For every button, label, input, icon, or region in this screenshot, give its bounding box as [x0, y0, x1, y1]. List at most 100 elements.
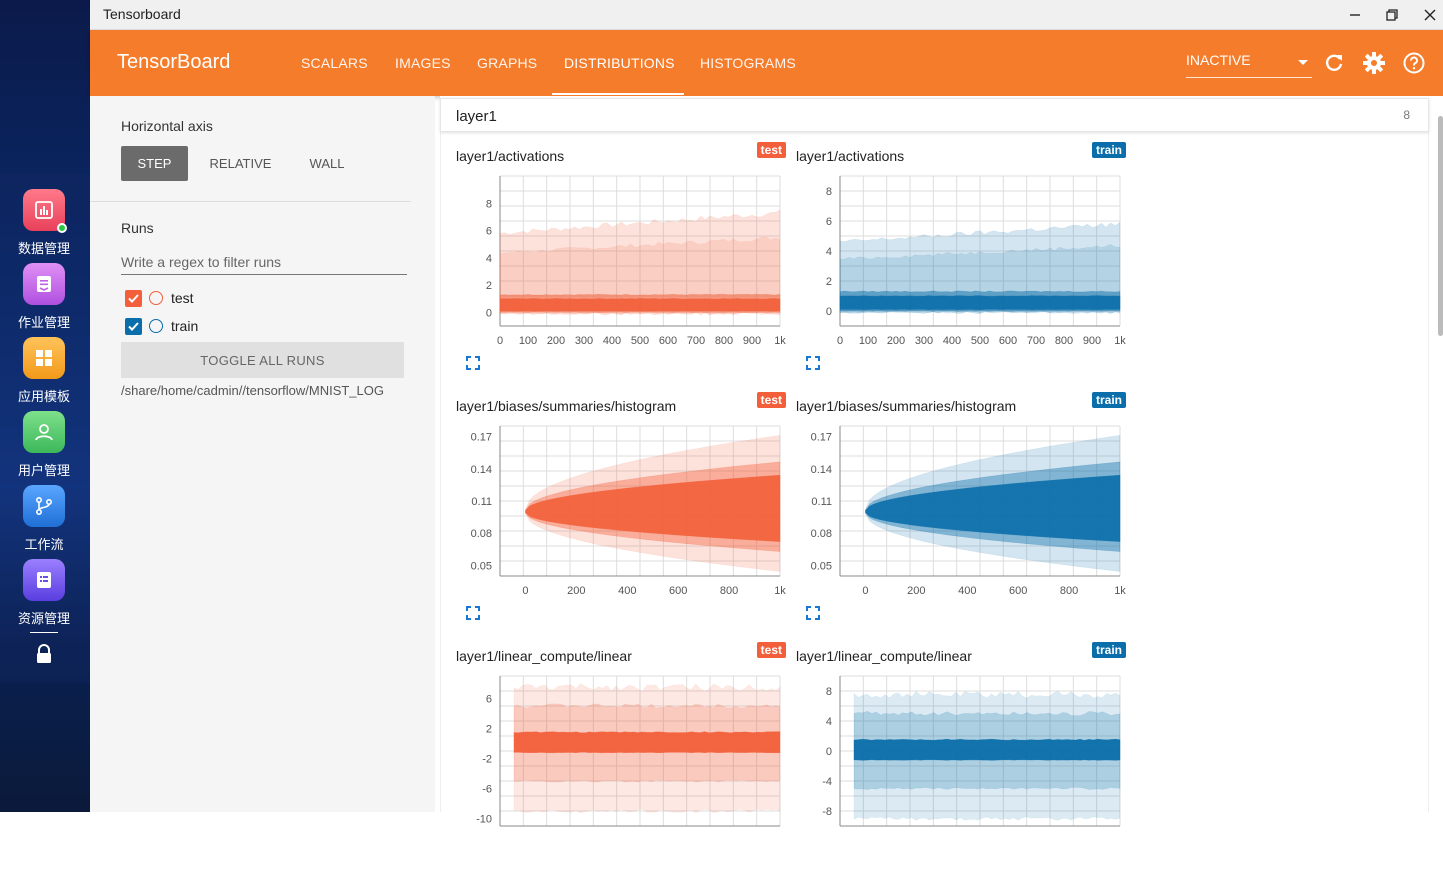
y-tick-label: 0.08: [471, 528, 492, 540]
x-tick-label: 200: [547, 335, 565, 347]
inactive-dashboards-select[interactable]: INACTIVE: [1186, 52, 1312, 78]
run-color-ring-test[interactable]: [149, 291, 163, 305]
x-tick-label: 300: [915, 335, 933, 347]
distribution-band: [853, 738, 1121, 761]
sidebar: Horizontal axis STEP RELATIVE WALL Runs …: [90, 96, 435, 812]
run-badge: train: [1091, 142, 1126, 158]
tab-distributions[interactable]: DISTRIBUTIONS: [564, 55, 675, 71]
x-tick-label: 800: [715, 335, 733, 347]
expand-icon[interactable]: [806, 606, 820, 620]
tab-scalars[interactable]: SCALARS: [301, 55, 368, 71]
tensorboard-window: Tensorboard TensorBoard SCALARS IMAGES G…: [90, 0, 1443, 827]
toggle-all-runs-button[interactable]: TOGGLE ALL RUNS: [121, 342, 404, 378]
distribution-band: [865, 474, 1121, 542]
list-icon: [23, 559, 65, 601]
run-filter-input[interactable]: [121, 250, 407, 275]
dock-item-app-templates[interactable]: 应用模板: [0, 337, 88, 405]
run-badge: test: [756, 392, 786, 408]
y-tick-label: 0.08: [811, 528, 832, 540]
chart-title: layer1/biases/summaries/histogram: [796, 398, 1017, 414]
workflow-icon: [23, 485, 65, 527]
dock-item-resource-management[interactable]: 资源管理: [0, 559, 88, 627]
distribution-band: [499, 298, 781, 312]
expand-icon[interactable]: [466, 606, 480, 620]
x-tick-label: 700: [687, 335, 705, 347]
y-tick-label: -2: [482, 754, 492, 766]
y-tick-label: 0.11: [811, 496, 832, 508]
dock-item-user-management[interactable]: 用户管理: [0, 411, 88, 479]
tab-histograms[interactable]: HISTOGRAMS: [700, 55, 796, 71]
y-tick-label: 8: [826, 686, 832, 698]
dock-item-job-management[interactable]: 作业管理: [0, 263, 88, 331]
tab-graphs[interactable]: GRAPHS: [477, 55, 538, 71]
x-tick-label: 500: [971, 335, 989, 347]
scrollbar[interactable]: [1438, 116, 1443, 336]
run-row-train[interactable]: train: [125, 316, 198, 336]
x-tick-label: 200: [567, 585, 585, 597]
run-checkbox-test[interactable]: [125, 289, 142, 307]
x-tick-label: 200: [887, 335, 905, 347]
y-tick-label: 0.14: [471, 464, 492, 476]
help-icon[interactable]: [1402, 51, 1426, 75]
x-tick-label: 100: [859, 335, 877, 347]
run-color-ring-train[interactable]: [149, 319, 163, 333]
window-titlebar: Tensorboard: [90, 0, 1443, 30]
x-tick-label: 0: [837, 335, 843, 347]
y-tick-label: -8: [822, 806, 832, 818]
y-tick-label: 0.05: [471, 560, 492, 572]
y-tick-label: 2: [826, 276, 832, 288]
chart-icon: [23, 189, 67, 233]
refresh-icon[interactable]: [1322, 51, 1346, 75]
axis-wall-button[interactable]: WALL: [309, 156, 345, 171]
x-tick-label: 1k: [774, 585, 786, 597]
distribution-band: [839, 295, 1121, 311]
x-tick-label: 400: [603, 335, 621, 347]
tab-images[interactable]: IMAGES: [395, 55, 451, 71]
dock-label: 数据管理: [17, 241, 70, 256]
restore-icon[interactable]: [1381, 4, 1403, 26]
distribution-card: layer1/activations test 0 2 4 6 8 0 100 200 300 400…: [456, 138, 786, 378]
y-tick-label: 4: [826, 246, 832, 258]
run-row-test[interactable]: test: [125, 288, 194, 308]
x-tick-label: 600: [659, 335, 677, 347]
y-tick-label: 6: [826, 216, 832, 228]
dock-item-workflow[interactable]: 工作流: [0, 485, 88, 553]
expand-icon[interactable]: [466, 356, 480, 370]
run-badge: test: [756, 142, 786, 158]
settings-gear-icon[interactable]: [1362, 51, 1386, 75]
chevron-down-icon: [1298, 60, 1308, 65]
y-tick-label: 8: [826, 186, 832, 198]
close-icon[interactable]: [1419, 4, 1441, 26]
user-icon: [23, 411, 65, 453]
x-tick-label: 600: [1009, 585, 1027, 597]
y-tick-label: 0: [486, 307, 492, 319]
x-tick-label: 800: [1055, 335, 1073, 347]
group-header[interactable]: layer1 8: [440, 98, 1429, 132]
run-badge: train: [1091, 392, 1126, 408]
x-tick-label: 600: [669, 585, 687, 597]
sidebar-divider: [90, 201, 411, 202]
active-tab-indicator: [552, 93, 684, 95]
y-tick-label: 2: [486, 724, 492, 736]
minimize-icon[interactable]: [1344, 4, 1366, 26]
run-checkbox-train[interactable]: [125, 317, 142, 335]
group-panel: [440, 132, 1429, 812]
y-tick-label: -4: [822, 776, 832, 788]
distribution-band: [839, 221, 1121, 314]
x-tick-label: 800: [1060, 585, 1078, 597]
distribution-card: layer1/activations train 0 2 4 6 8 0 100 200 300 40…: [796, 138, 1126, 378]
y-tick-label: 0.05: [811, 560, 832, 572]
chart-title: layer1/linear_compute/linear: [456, 648, 632, 664]
dock-label: 作业管理: [17, 315, 70, 330]
axis-relative-button[interactable]: RELATIVE: [209, 156, 272, 171]
y-tick-label: 0: [826, 306, 832, 318]
lock-icon[interactable]: [35, 644, 53, 669]
y-tick-label: 2: [486, 280, 492, 292]
expand-icon[interactable]: [806, 356, 820, 370]
x-tick-label: 900: [743, 335, 761, 347]
distribution-chart: 0.05 0.08 0.11 0.14 0.17 0 200 400 600 800 1k: [811, 425, 1126, 597]
y-tick-label: 0.11: [471, 496, 492, 508]
dock-label: 工作流: [24, 537, 64, 552]
dock-item-data-management[interactable]: 数据管理: [0, 189, 88, 257]
axis-step-button[interactable]: STEP: [121, 146, 188, 181]
